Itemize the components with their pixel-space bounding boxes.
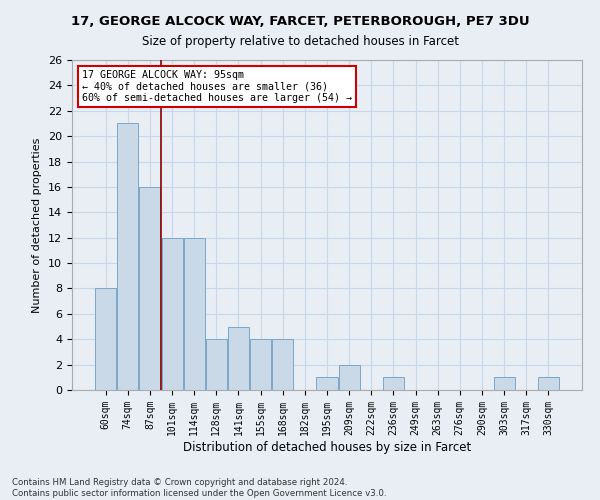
Text: 17 GEORGE ALCOCK WAY: 95sqm
← 40% of detached houses are smaller (36)
60% of sem: 17 GEORGE ALCOCK WAY: 95sqm ← 40% of det… bbox=[82, 70, 352, 103]
X-axis label: Distribution of detached houses by size in Farcet: Distribution of detached houses by size … bbox=[183, 440, 471, 454]
Bar bbox=[316, 378, 338, 390]
Bar bbox=[494, 378, 515, 390]
Bar bbox=[184, 238, 205, 390]
Bar bbox=[95, 288, 116, 390]
Bar bbox=[383, 378, 404, 390]
Bar bbox=[228, 326, 249, 390]
Bar bbox=[206, 339, 227, 390]
Bar bbox=[272, 339, 293, 390]
Text: Size of property relative to detached houses in Farcet: Size of property relative to detached ho… bbox=[142, 35, 458, 48]
Y-axis label: Number of detached properties: Number of detached properties bbox=[32, 138, 43, 312]
Bar bbox=[161, 238, 182, 390]
Bar bbox=[538, 378, 559, 390]
Bar bbox=[118, 124, 139, 390]
Text: Contains HM Land Registry data © Crown copyright and database right 2024.
Contai: Contains HM Land Registry data © Crown c… bbox=[12, 478, 386, 498]
Bar bbox=[338, 364, 359, 390]
Bar bbox=[250, 339, 271, 390]
Bar bbox=[139, 187, 160, 390]
Text: 17, GEORGE ALCOCK WAY, FARCET, PETERBOROUGH, PE7 3DU: 17, GEORGE ALCOCK WAY, FARCET, PETERBORO… bbox=[71, 15, 529, 28]
